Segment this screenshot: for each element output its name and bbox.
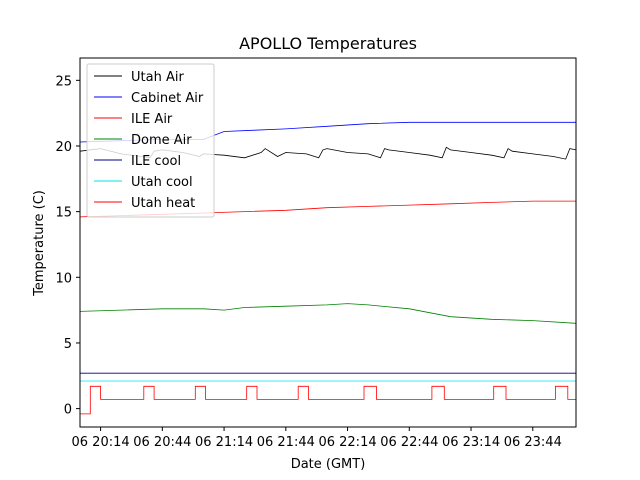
legend-label: Cabinet Air xyxy=(131,91,204,106)
y-tick-label: 5 xyxy=(64,337,72,352)
legend-box xyxy=(86,63,215,218)
x-tick-label: 06 23:44 xyxy=(504,435,562,450)
y-tick-label: 20 xyxy=(55,140,72,155)
legend-label: Utah Air xyxy=(131,70,184,85)
series-line-dome-air xyxy=(80,303,576,324)
y-tick-label: 10 xyxy=(55,271,72,286)
y-tick-label: 0 xyxy=(64,403,72,418)
legend: Utah Air Cabinet Air ILE Air Dome Air ILE co… xyxy=(86,63,215,218)
x-axis-label: Date (GMT) xyxy=(291,457,366,472)
x-axis: 06 20:14 06 20:44 06 21:14 06 21:44 06 22:14… xyxy=(72,427,562,450)
x-tick-label: 06 23:14 xyxy=(442,435,500,450)
legend-label: Utah heat xyxy=(131,196,195,211)
x-tick-label: 06 22:14 xyxy=(318,435,376,450)
y-tick-label: 25 xyxy=(55,74,72,89)
chart-title: APOLLO Temperatures xyxy=(239,34,417,53)
y-axis: 0 5 10 15 20 25 xyxy=(55,74,80,418)
legend-label: ILE Air xyxy=(131,112,173,127)
x-tick-label: 06 21:44 xyxy=(257,435,315,450)
x-tick-label: 06 22:44 xyxy=(380,435,438,450)
x-tick-label: 06 21:14 xyxy=(195,435,253,450)
legend-label: ILE cool xyxy=(131,154,181,169)
x-tick-label: 06 20:44 xyxy=(133,435,191,450)
y-axis-label: Temperature (C) xyxy=(32,190,47,297)
legend-label: Dome Air xyxy=(131,133,192,148)
legend-label: Utah cool xyxy=(131,175,193,190)
y-tick-label: 15 xyxy=(55,206,72,221)
series-line-utah-heat xyxy=(80,385,576,415)
plot-frame xyxy=(79,57,577,428)
x-tick-label: 06 20:14 xyxy=(72,435,130,450)
